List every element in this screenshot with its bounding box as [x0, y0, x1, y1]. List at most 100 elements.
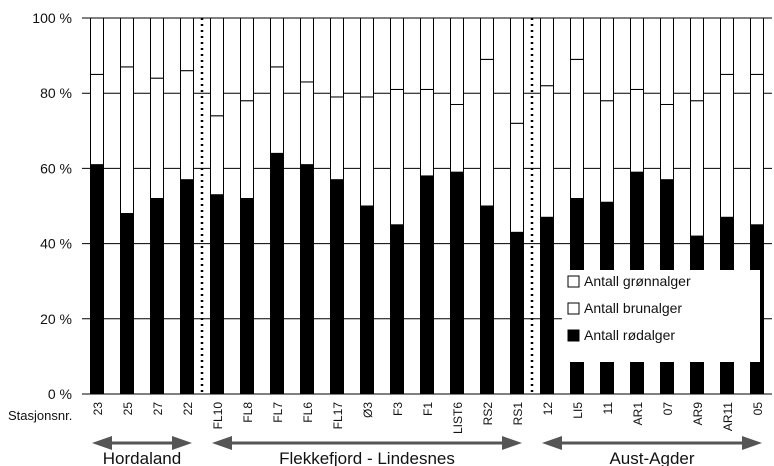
- arrow-head-left: [92, 436, 112, 450]
- bar-segment: [540, 216, 554, 395]
- category-labels: 23 25 27 22 FL10 FL8 FL7 FL6 FL17 Ø3 F3 F1 LIST6 RS2 R…: [91, 402, 765, 434]
- bar-segment: [390, 17, 404, 90]
- bar-segment: [450, 103, 464, 173]
- bar-segment: [690, 100, 704, 237]
- bar-segment: [720, 17, 734, 75]
- region-arrows: Hordaland Flekkefjord - Lindesnes Aust-Agd…: [92, 436, 762, 466]
- bar-segment: [630, 17, 644, 90]
- bar-segment: [240, 17, 254, 102]
- category-label: RS1: [511, 402, 525, 426]
- category-label: 12: [541, 402, 555, 416]
- bar-segment: [330, 96, 344, 181]
- bar-segment: [540, 85, 554, 218]
- bar-segment: [270, 17, 284, 68]
- category-label: LIST6: [451, 402, 465, 434]
- bar-segment: [420, 88, 434, 177]
- bar-segment: [630, 88, 644, 173]
- y-tick-label: 80 %: [40, 85, 72, 101]
- bar-segment: [570, 17, 584, 60]
- bar-segment: [270, 66, 284, 154]
- bar-segment: [390, 224, 404, 395]
- bar-segment: [330, 179, 344, 395]
- category-label: 22: [181, 402, 195, 416]
- bar-segment: [600, 17, 614, 102]
- category-label: 05: [751, 402, 765, 416]
- arrow-head-left: [212, 436, 232, 450]
- bar-segment: [510, 231, 524, 395]
- bar-segment: [480, 205, 494, 395]
- y-tick-label: 100 %: [32, 10, 72, 26]
- legend-label: Antall grønnalger: [584, 273, 691, 289]
- category-label: FL17: [331, 402, 345, 430]
- bar-segment: [180, 17, 194, 72]
- category-label: 23: [91, 402, 105, 416]
- bar-segment: [450, 171, 464, 395]
- category-label: LI5: [571, 402, 585, 419]
- bar-segment: [150, 197, 164, 395]
- arrow-head-right: [502, 436, 522, 450]
- bar-segment: [360, 96, 374, 207]
- y-tick-label: 60 %: [40, 160, 72, 176]
- region-label: Aust-Agder: [609, 449, 694, 466]
- legend-label: Antall rødalger: [584, 327, 675, 343]
- bar-segment: [300, 17, 314, 83]
- bar-segment: [420, 175, 434, 395]
- y-tick-label: 40 %: [40, 236, 72, 252]
- bar-segment: [360, 17, 374, 98]
- category-label: FL6: [301, 402, 315, 423]
- legend-box: [562, 270, 760, 362]
- y-tick-label: 0 %: [48, 386, 72, 402]
- category-label: RS2: [481, 402, 495, 426]
- category-label: FL7: [271, 402, 285, 423]
- category-label: FL10: [211, 402, 225, 430]
- legend: Antall grønnalger Antall brunalger Antall …: [562, 270, 760, 362]
- legend-label: Antall brunalger: [584, 300, 682, 316]
- bar-segment: [180, 70, 194, 181]
- bar-segment: [360, 205, 374, 395]
- bar-segment: [420, 17, 434, 90]
- bar-segment: [240, 100, 254, 199]
- legend-swatch: [567, 275, 580, 288]
- bar-segment: [330, 17, 344, 98]
- bar-segment: [120, 213, 134, 395]
- region-label: Flekkefjord - Lindesnes: [279, 449, 455, 466]
- bar-segment: [450, 17, 464, 105]
- category-label: 25: [121, 402, 135, 416]
- region-label: Hordaland: [103, 449, 181, 466]
- bar-segment: [720, 73, 734, 218]
- bar-segment: [510, 17, 524, 124]
- category-label: F1: [421, 402, 435, 416]
- bar-segment: [90, 17, 104, 75]
- bar-segment: [210, 17, 224, 117]
- bar-segment: [210, 194, 224, 395]
- x-axis-label: Stasjonsnr.: [8, 408, 72, 423]
- bar-segment: [690, 17, 704, 102]
- bar-segment: [150, 17, 164, 79]
- bar-segment: [570, 58, 584, 199]
- arrow-head-left: [542, 436, 562, 450]
- bar-segment: [90, 164, 104, 395]
- legend-swatch: [567, 302, 580, 315]
- category-label: 07: [661, 402, 675, 416]
- bar-segment: [180, 179, 194, 395]
- bar-segment: [510, 122, 524, 233]
- bar-segment: [660, 103, 674, 181]
- bar-segment: [750, 73, 764, 226]
- group-separators: [200, 18, 534, 394]
- bar-segment: [600, 100, 614, 203]
- bar-segment: [90, 73, 104, 166]
- category-label: AR9: [691, 402, 705, 426]
- category-label: F3: [391, 402, 405, 416]
- bar-segment: [540, 17, 554, 87]
- bar-segment: [300, 81, 314, 166]
- category-label: 27: [151, 402, 165, 416]
- bar-segment: [390, 88, 404, 226]
- category-label: AR1: [631, 402, 645, 426]
- category-label: AR11: [721, 402, 735, 431]
- bar-segment: [210, 115, 224, 196]
- category-label: FL8: [241, 402, 255, 423]
- bar-segment: [270, 152, 284, 395]
- bar-segment: [480, 58, 494, 207]
- bar-segment: [660, 17, 674, 105]
